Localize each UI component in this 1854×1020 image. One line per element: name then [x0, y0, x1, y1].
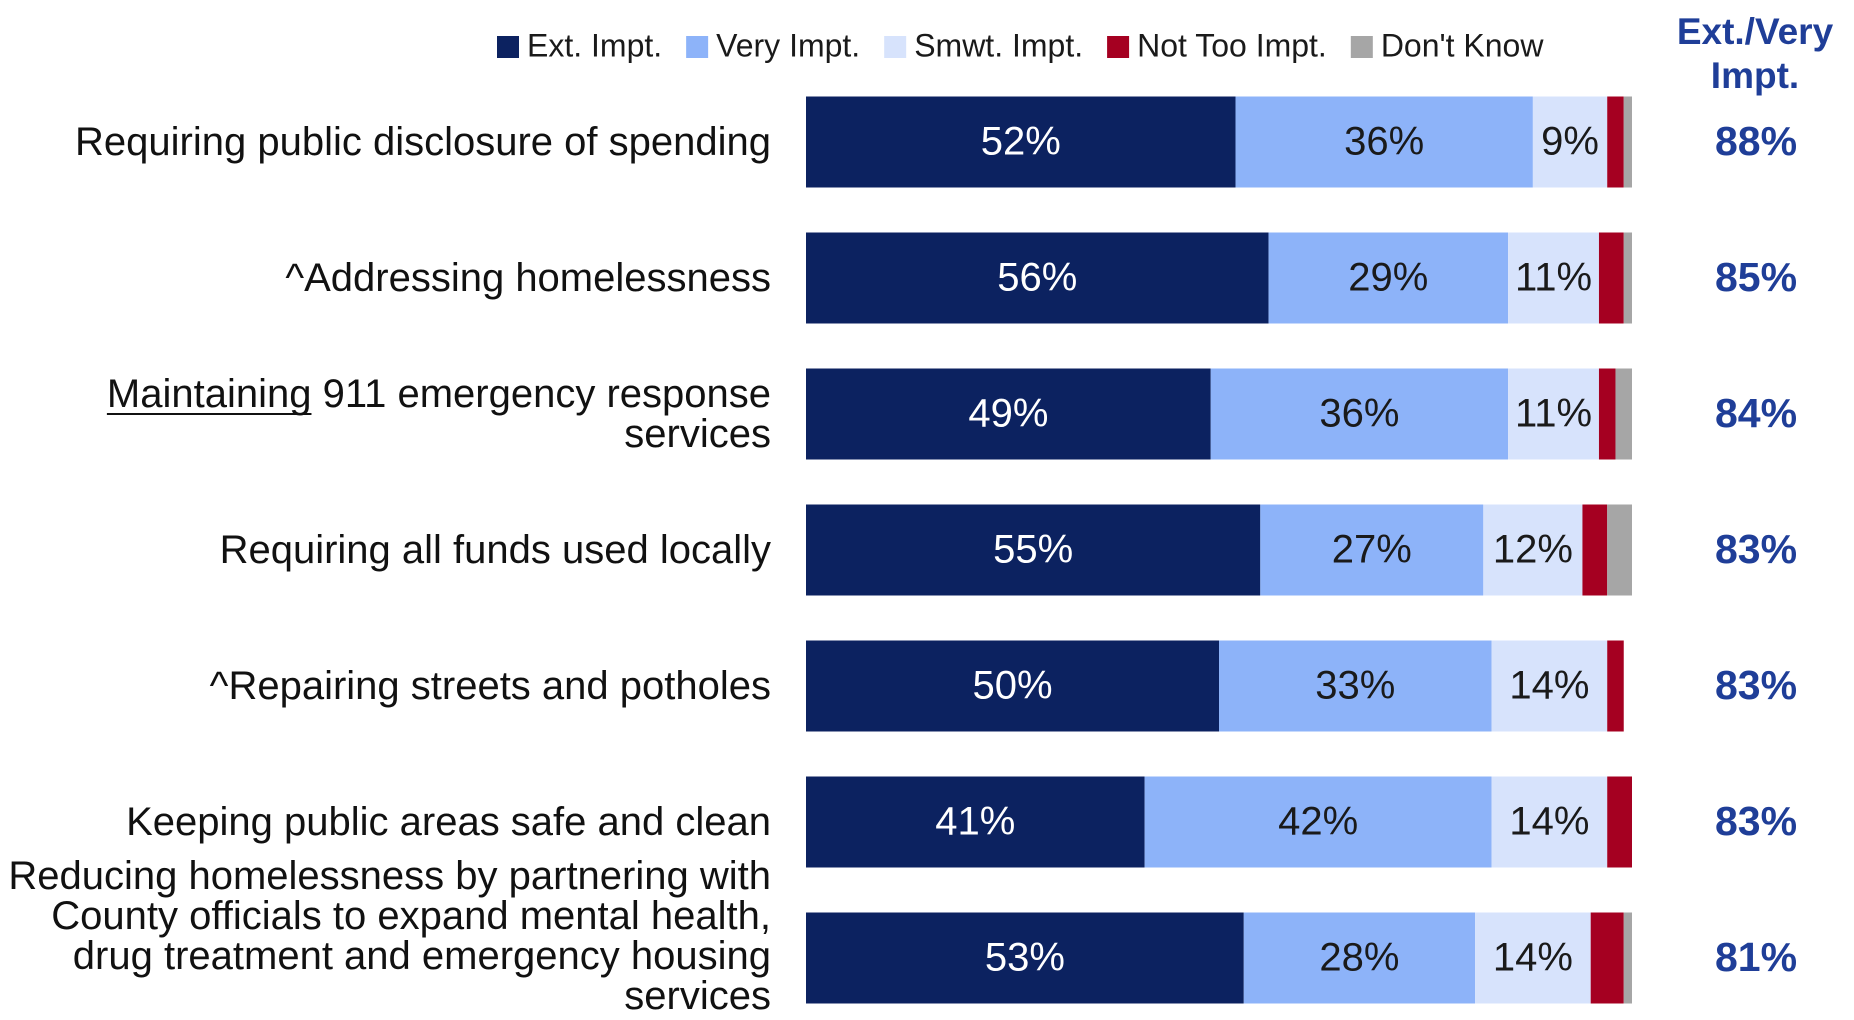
net-label: 83%	[1715, 526, 1797, 572]
data-label: 56%	[997, 256, 1077, 300]
net-label: 83%	[1715, 662, 1797, 708]
legend-swatch	[884, 36, 907, 58]
data-label: 14%	[1509, 800, 1589, 844]
category-label: Reducing homelessness by partnering with…	[8, 854, 771, 1018]
bar-segment	[1607, 776, 1632, 868]
bar-segment	[1260, 504, 1484, 596]
data-label: 12%	[1493, 528, 1573, 572]
bar-segment	[1615, 368, 1632, 460]
bar-segment	[806, 912, 1244, 1004]
bar-segment	[1475, 912, 1591, 1004]
legend-label: Very Impt.	[716, 27, 860, 63]
bar-segment	[1491, 776, 1608, 868]
data-label: 28%	[1319, 936, 1399, 980]
category-label: Keeping public areas safe and clean	[126, 800, 771, 844]
legend-swatch	[1350, 36, 1373, 58]
data-label: 9%	[1541, 120, 1599, 164]
category-label: Maintaining 911 emergency response servi…	[106, 372, 771, 456]
bar-segment	[806, 96, 1236, 188]
bar-segment	[806, 640, 1219, 732]
bar-segment	[1598, 232, 1624, 324]
data-label: 36%	[1344, 120, 1424, 164]
category-label: Requiring public disclosure of spending	[75, 120, 771, 164]
data-label: 42%	[1278, 800, 1358, 844]
bar-segment	[1623, 912, 1632, 1004]
legend-label: Smwt. Impt.	[914, 27, 1083, 63]
bar-segment	[1623, 232, 1632, 324]
data-label: 36%	[1319, 392, 1399, 436]
net-label: 85%	[1715, 254, 1797, 300]
category-label: Requiring all funds used locally	[219, 528, 771, 572]
data-label: 14%	[1493, 936, 1573, 980]
data-label: 27%	[1332, 528, 1412, 572]
category-label: ^Repairing streets and potholes	[209, 664, 771, 708]
bar-segment	[806, 368, 1211, 460]
net-label: 84%	[1715, 390, 1797, 436]
bar-segment	[806, 504, 1261, 596]
data-label: 11%	[1515, 392, 1592, 436]
data-label: 29%	[1348, 256, 1428, 300]
bar-segment	[1210, 368, 1509, 460]
data-label: 14%	[1509, 664, 1589, 708]
data-label: 33%	[1315, 664, 1395, 708]
net-label: 81%	[1715, 934, 1797, 980]
bar-segment	[1491, 640, 1608, 732]
net-label: 83%	[1715, 798, 1797, 844]
bar-segment	[1508, 368, 1599, 460]
legend-swatch	[686, 36, 709, 58]
data-label: 50%	[972, 664, 1052, 708]
bar-segment	[1623, 96, 1632, 188]
bar-segment	[1144, 776, 1492, 868]
legend-swatch	[497, 36, 519, 58]
bar-segment	[1598, 368, 1616, 460]
data-label: 53%	[985, 936, 1065, 980]
legend-label: Not Too Impt.	[1137, 27, 1327, 63]
data-label: 55%	[993, 528, 1073, 572]
bar-segment	[1607, 504, 1632, 596]
bar-segment	[1268, 232, 1509, 324]
bar-segment	[1590, 912, 1624, 1004]
bar-segment	[1219, 640, 1492, 732]
legend-label: Don't Know	[1381, 27, 1545, 63]
data-label: 52%	[981, 120, 1061, 164]
legend-swatch	[1107, 36, 1130, 58]
bar-segment	[1483, 504, 1583, 596]
bar-segment	[1582, 504, 1608, 596]
net-title: Ext./Very Impt.	[1676, 11, 1834, 96]
net-label: 88%	[1715, 118, 1797, 164]
bar-segment	[1235, 96, 1533, 188]
data-label: 11%	[1515, 256, 1592, 300]
data-label: 49%	[968, 392, 1048, 436]
bar-segment	[1532, 96, 1608, 188]
bar-segment	[1607, 640, 1624, 732]
category-label: ^Addressing homelessness	[285, 256, 771, 300]
bar-segment	[806, 232, 1269, 324]
data-label: 41%	[935, 800, 1015, 844]
legend-label: Ext. Impt.	[527, 27, 662, 63]
bar-segment	[806, 776, 1145, 868]
bar-segment	[1607, 96, 1624, 188]
bar-segment	[1508, 232, 1599, 324]
bar-segment	[1243, 912, 1476, 1004]
